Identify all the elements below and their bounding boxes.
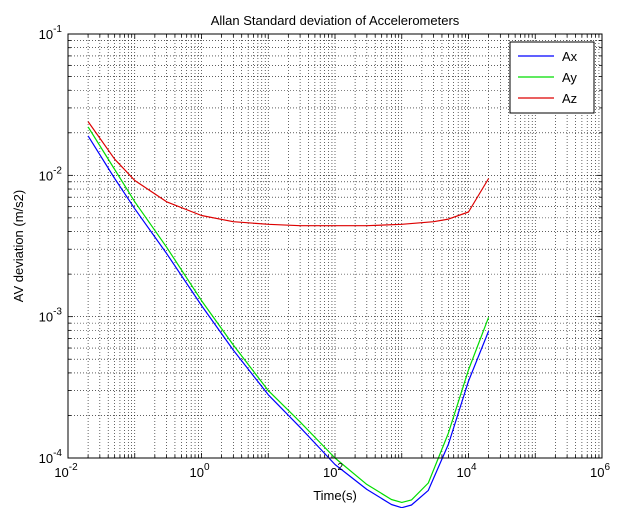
x-tick-label: 10-2 — [54, 462, 78, 480]
y-tick-labels: 10-4 10-3 10-2 10-1 — [39, 24, 63, 466]
series-line-az — [87, 121, 490, 227]
chart-title: Allan Standard deviation of Acceleromete… — [211, 13, 460, 28]
x-tick-label: 104 — [456, 462, 476, 480]
y-tick-label: 10-4 — [39, 448, 63, 466]
x-tick-label: 106 — [590, 462, 610, 480]
x-tick-label: 102 — [323, 462, 343, 480]
legend-label-ax: Ax — [562, 49, 578, 64]
legend-label-az: Az — [562, 91, 577, 106]
legend-label-ay: Ay — [562, 70, 577, 85]
x-axis-label: Time(s) — [313, 488, 357, 503]
y-tick-label: 10-3 — [39, 307, 63, 325]
plot-frame — [67, 33, 603, 459]
y-axis-label: AV deviation (m/s2) — [11, 190, 26, 302]
legend: Ax Ay Az — [509, 41, 595, 114]
series-line-ax — [87, 135, 490, 508]
x-tick-labels: 10-2 100 102 104 106 — [54, 462, 610, 480]
x-tick-label: 100 — [189, 462, 209, 480]
y-tick-label: 10-2 — [39, 165, 63, 183]
y-tick-label: 10-1 — [39, 24, 63, 42]
